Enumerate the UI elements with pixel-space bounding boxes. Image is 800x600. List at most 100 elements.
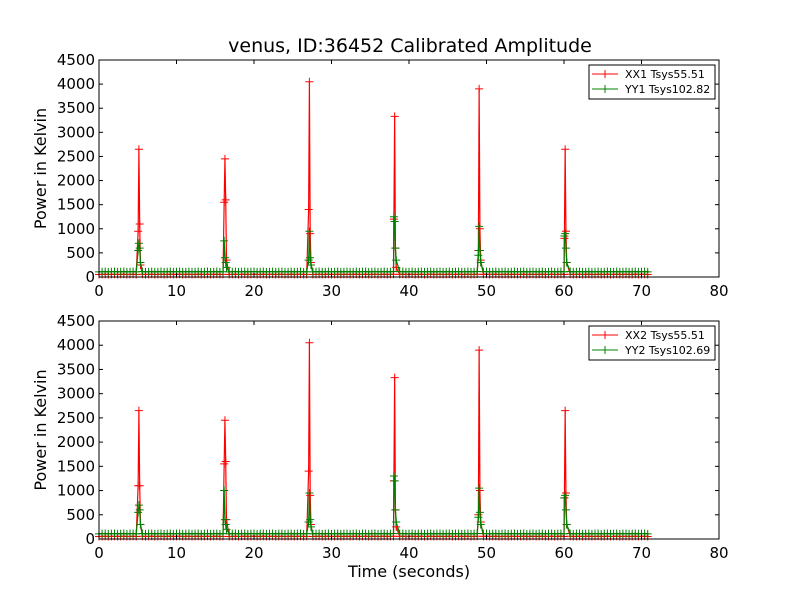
data-point <box>389 472 398 481</box>
data-point <box>136 258 145 267</box>
data-point <box>134 406 143 415</box>
y-tick-label: 1000 <box>57 220 95 238</box>
y-tick-label: 3500 <box>57 99 95 117</box>
data-point <box>136 520 145 529</box>
data-point <box>305 227 314 236</box>
legend-label-yy1: YY1 Tsys102.82 <box>624 83 710 96</box>
data-point <box>391 505 400 514</box>
y-tick-label: 4500 <box>57 312 95 330</box>
data-point <box>643 267 652 276</box>
data-point <box>561 229 570 238</box>
data-point <box>390 217 399 226</box>
data-point <box>475 508 484 517</box>
series-markers-yy1 <box>95 212 652 276</box>
legend-marker-yy2 <box>601 346 609 354</box>
y-axis-label-top: Power in Kelvin <box>31 108 50 229</box>
data-point <box>475 246 484 255</box>
data-point <box>390 373 399 382</box>
legend-marker-xx1 <box>601 70 609 78</box>
subplot-bottom: 0 10 20 30 40 50 60 70 80 0 500 1000 1500 2000 2500 300… <box>31 312 729 581</box>
data-point <box>475 346 484 355</box>
x-tick-label: 60 <box>554 282 573 300</box>
x-tick-label: 0 <box>94 544 104 562</box>
y-tick-label: 2000 <box>57 172 95 190</box>
x-tick-label: 10 <box>167 282 186 300</box>
data-point <box>476 258 485 267</box>
x-tick-label: 70 <box>632 544 651 562</box>
legend-label-xx1: XX1 Tsys55.51 <box>625 68 705 81</box>
y-tick-label: 2000 <box>57 433 95 451</box>
data-point <box>222 525 231 534</box>
x-tick-label: 20 <box>244 282 263 300</box>
y-tick-label: 4500 <box>57 51 95 69</box>
data-point <box>220 486 229 495</box>
data-point <box>306 260 315 269</box>
data-point <box>221 520 230 529</box>
data-point <box>475 484 484 493</box>
data-point <box>220 154 229 163</box>
data-point <box>221 258 230 267</box>
data-point <box>475 84 484 93</box>
x-tick-label: 80 <box>709 544 728 562</box>
y-tick-label: 1000 <box>57 482 95 500</box>
data-point <box>134 239 143 248</box>
data-point <box>305 338 314 347</box>
data-point <box>389 212 398 221</box>
data-point <box>474 251 483 260</box>
data-point <box>475 222 484 231</box>
data-point <box>305 488 314 497</box>
chart-title: venus, ID:36452 Calibrated Amplitude <box>228 35 592 57</box>
data-point <box>561 145 570 154</box>
x-tick-label: 40 <box>399 544 418 562</box>
y-tick-label: 1500 <box>57 457 95 475</box>
ticks-bottom: 0 10 20 30 40 50 60 70 80 0 500 1000 1500 2000 2500 300… <box>57 312 729 562</box>
x-tick-label: 40 <box>399 282 418 300</box>
data-point <box>134 145 143 154</box>
data-point <box>561 244 570 253</box>
y-axis-label-bottom: Power in Kelvin <box>31 369 50 490</box>
data-point <box>135 481 144 490</box>
y-tick-label: 0 <box>85 268 95 286</box>
x-tick-label: 20 <box>244 544 263 562</box>
ticks-top: 0 10 20 30 40 50 60 70 80 0 500 1000 1500 2000 2500 300… <box>57 51 729 300</box>
data-point <box>304 467 313 476</box>
data-point <box>561 505 570 514</box>
data-point <box>392 518 401 527</box>
legend-box-bottom <box>588 325 716 361</box>
data-point <box>306 253 315 262</box>
x-tick-label: 50 <box>477 544 496 562</box>
legend-box-top <box>588 64 716 100</box>
legend-marker-xx2 <box>601 331 609 339</box>
legend-label-yy2: YY2 Tsys102.69 <box>624 344 710 357</box>
x-tick-label: 30 <box>322 282 341 300</box>
data-point <box>220 253 229 262</box>
y-tick-label: 3500 <box>57 360 95 378</box>
data-point <box>306 515 315 524</box>
y-tick-label: 1500 <box>57 196 95 214</box>
y-tick-label: 2500 <box>57 409 95 427</box>
data-point <box>392 256 401 265</box>
legend-bottom: XX2 Tsys55.51 YY2 Tsys102.69 <box>588 325 716 361</box>
x-axis-label: Time (seconds) <box>347 562 470 581</box>
data-point <box>135 219 144 228</box>
data-point <box>476 520 485 529</box>
legend-label-xx2: XX2 Tsys55.51 <box>625 329 705 342</box>
y-tick-label: 500 <box>66 244 95 262</box>
data-point <box>561 406 570 415</box>
x-tick-label: 50 <box>477 282 496 300</box>
x-tick-label: 70 <box>632 282 651 300</box>
series-markers-yy2 <box>95 472 652 538</box>
legend-marker-yy1 <box>601 85 609 93</box>
x-tick-label: 10 <box>167 544 186 562</box>
data-point <box>562 258 571 267</box>
y-tick-label: 0 <box>85 530 95 548</box>
data-point <box>222 263 231 272</box>
data-point <box>134 501 143 510</box>
data-point <box>135 244 144 253</box>
subplot-top: 0 10 20 30 40 50 60 70 80 0 500 1000 1500 2000 2500 300… <box>31 51 729 300</box>
data-point <box>220 515 229 524</box>
data-point <box>391 244 400 253</box>
data-point <box>390 476 399 485</box>
y-tick-label: 4000 <box>57 336 95 354</box>
